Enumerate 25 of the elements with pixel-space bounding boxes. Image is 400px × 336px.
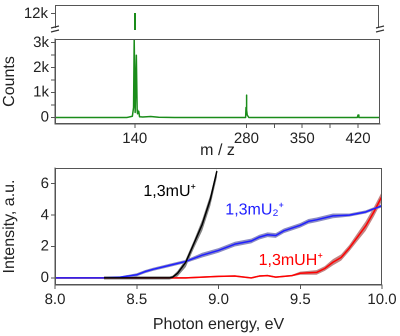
y-tick-label: 0 [40,269,49,286]
y-tick-label: 4 [40,206,49,224]
series-label: 1,3mU₂⁺ [225,202,284,219]
y-tick-label: 6 [40,174,49,192]
series-label: 1,3mUH⁺ [258,252,322,269]
x-axis-title: m / z [200,142,235,159]
y-tick-label: 3k [33,34,50,51]
x-axis-title: Photon energy, eV [152,316,284,333]
text: 12k [24,5,48,23]
y-axis-title: Intensity, a.u. [1,180,18,274]
x-tick-label: 140 [122,130,148,148]
y-tick-label: 0 [40,108,49,126]
x-tick-label: 8.0 [44,291,66,308]
x-tick-label: 9.0 [208,291,229,308]
x-tick-label: 10.0 [367,291,397,308]
y-tick-label: 2k [33,58,50,76]
x-tick-label: 8.5 [126,291,148,308]
series-label: 1,3mU⁺ [143,182,196,200]
x-tick-label: 350 [290,130,315,148]
x-tick-label: 420 [346,130,371,148]
y-axis-title: Counts [1,56,18,107]
y-tick-label: 1k [33,84,50,101]
y-tick-label: 2 [40,238,49,255]
x-tick-label: 9.5 [290,291,311,308]
x-tick-label: 280 [234,130,259,148]
